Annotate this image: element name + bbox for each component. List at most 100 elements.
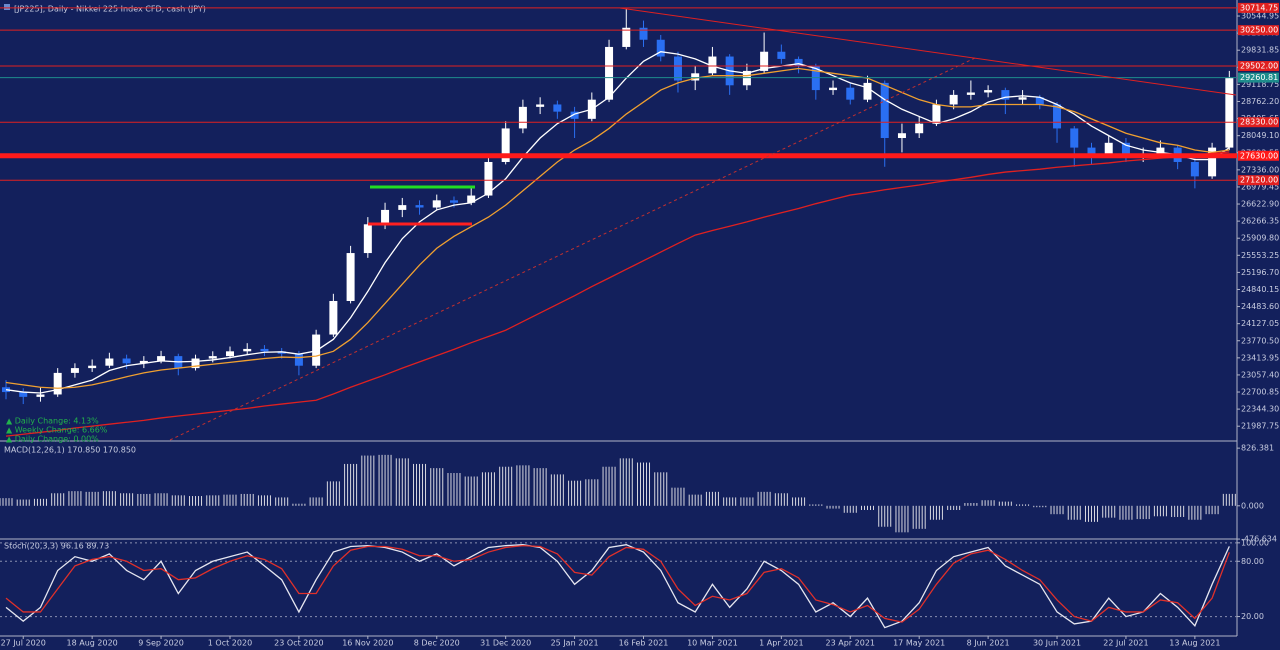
macd-bar (77, 491, 79, 506)
macd-bar (763, 491, 765, 506)
x-tick-label: 16 Feb 2021 (619, 639, 669, 648)
macd-bar (281, 497, 283, 506)
y-tick-label: 23057.40 (1241, 370, 1279, 379)
macd-bar (129, 493, 131, 506)
macd-bar (401, 458, 403, 506)
macd-bar (717, 491, 719, 506)
macd-bar (924, 505, 926, 529)
macd-bar (416, 463, 418, 506)
macd-bar (232, 494, 234, 506)
macd-bar (1165, 505, 1167, 517)
macd-bar (838, 505, 840, 509)
candle-body (1070, 128, 1079, 148)
macd-bar (1119, 505, 1121, 520)
macd-bar (973, 503, 975, 506)
macd-bar (804, 497, 806, 506)
macd-bar (108, 491, 110, 506)
macd-bar (25, 499, 27, 506)
y-tick-label: 21987.75 (1241, 422, 1279, 431)
x-tick-label: 22 Jul 2021 (1103, 639, 1148, 648)
macd-bar (562, 474, 564, 506)
x-tick-label: 1 Apr 2021 (759, 639, 803, 648)
macd-bar (912, 505, 914, 529)
macd-bar (588, 479, 590, 506)
macd-bar (1019, 504, 1021, 506)
macd-bar (568, 480, 570, 506)
macd-bar (861, 505, 862, 510)
macd-bar (1145, 505, 1147, 520)
macd-bar (309, 497, 311, 506)
macd-bar (766, 491, 768, 506)
macd-bar (413, 463, 415, 506)
macd-bar (189, 496, 191, 506)
candle-body (811, 66, 820, 91)
x-tick-label: 9 Sep 2020 (138, 639, 184, 648)
macd-bar (195, 496, 197, 506)
macd-bar (1102, 505, 1104, 518)
candle-body (157, 356, 166, 361)
candle-body (1035, 97, 1044, 105)
macd-bar (964, 503, 966, 506)
macd-bar (550, 474, 552, 506)
macd-bar (218, 495, 220, 506)
macd-bar (873, 505, 874, 510)
macd-bar (252, 493, 254, 506)
candle-body (191, 358, 200, 369)
macd-bar (1174, 505, 1176, 517)
macd-bar (198, 496, 200, 506)
macd-bar (91, 491, 93, 506)
macd-bar (1053, 505, 1055, 515)
x-tick-label: 31 Dec 2020 (480, 639, 531, 648)
macd-bar (183, 495, 185, 506)
y-tick-label: -476.634 (1241, 535, 1277, 544)
macd-bar (63, 493, 65, 506)
macd-bar (947, 505, 949, 510)
price-level-box (1238, 117, 1279, 128)
macd-bar (580, 480, 582, 506)
macd-bar (714, 491, 716, 506)
y-tick-label: 826.381 (1241, 444, 1274, 453)
macd-bar (1131, 505, 1133, 520)
macd-bar (430, 468, 432, 506)
candle-body (501, 128, 510, 162)
macd-bar (556, 474, 558, 506)
macd-bar (904, 505, 906, 533)
price-level-label: 28330.00 (1240, 118, 1278, 127)
macd-bar (1180, 505, 1182, 517)
macd-bar (700, 494, 702, 506)
macd-bar (378, 454, 380, 506)
price-level-box (1238, 150, 1279, 161)
macd-bar (1162, 505, 1164, 517)
macd-bar (171, 495, 173, 506)
macd-bar (284, 497, 286, 506)
macd-bar (743, 497, 745, 506)
candle-body (553, 104, 562, 112)
candle-body (966, 92, 975, 95)
macd-bar (1025, 504, 1027, 506)
macd-bar (1084, 505, 1086, 522)
macd-bar (901, 505, 903, 533)
macd-bar (528, 465, 530, 506)
drawings (169, 7, 1237, 441)
macd-bar (2, 498, 4, 506)
macd-bar (1033, 505, 1035, 508)
y-tick-label: 26979.45 (1241, 182, 1279, 191)
candle-body (122, 358, 131, 364)
candle-body (484, 161, 493, 196)
price-level-label: 27120.00 (1240, 176, 1278, 185)
candle-body (777, 51, 786, 59)
macd-bar (33, 498, 35, 506)
macd-bar (998, 501, 1000, 506)
macd-bar (347, 463, 349, 506)
macd-bar (1039, 505, 1041, 508)
y-tick-label: 28049.10 (1241, 131, 1279, 140)
macd-bar (1222, 493, 1224, 506)
macd-bar (1108, 505, 1110, 518)
macd-bar (356, 463, 358, 506)
candle-body (915, 123, 924, 134)
macd-bar (654, 472, 656, 506)
chart-title: [JP225], Daily - Nikkei 225 Index CFD, c… (14, 5, 206, 14)
macd-bar (74, 491, 76, 506)
macd-bar (298, 503, 300, 506)
